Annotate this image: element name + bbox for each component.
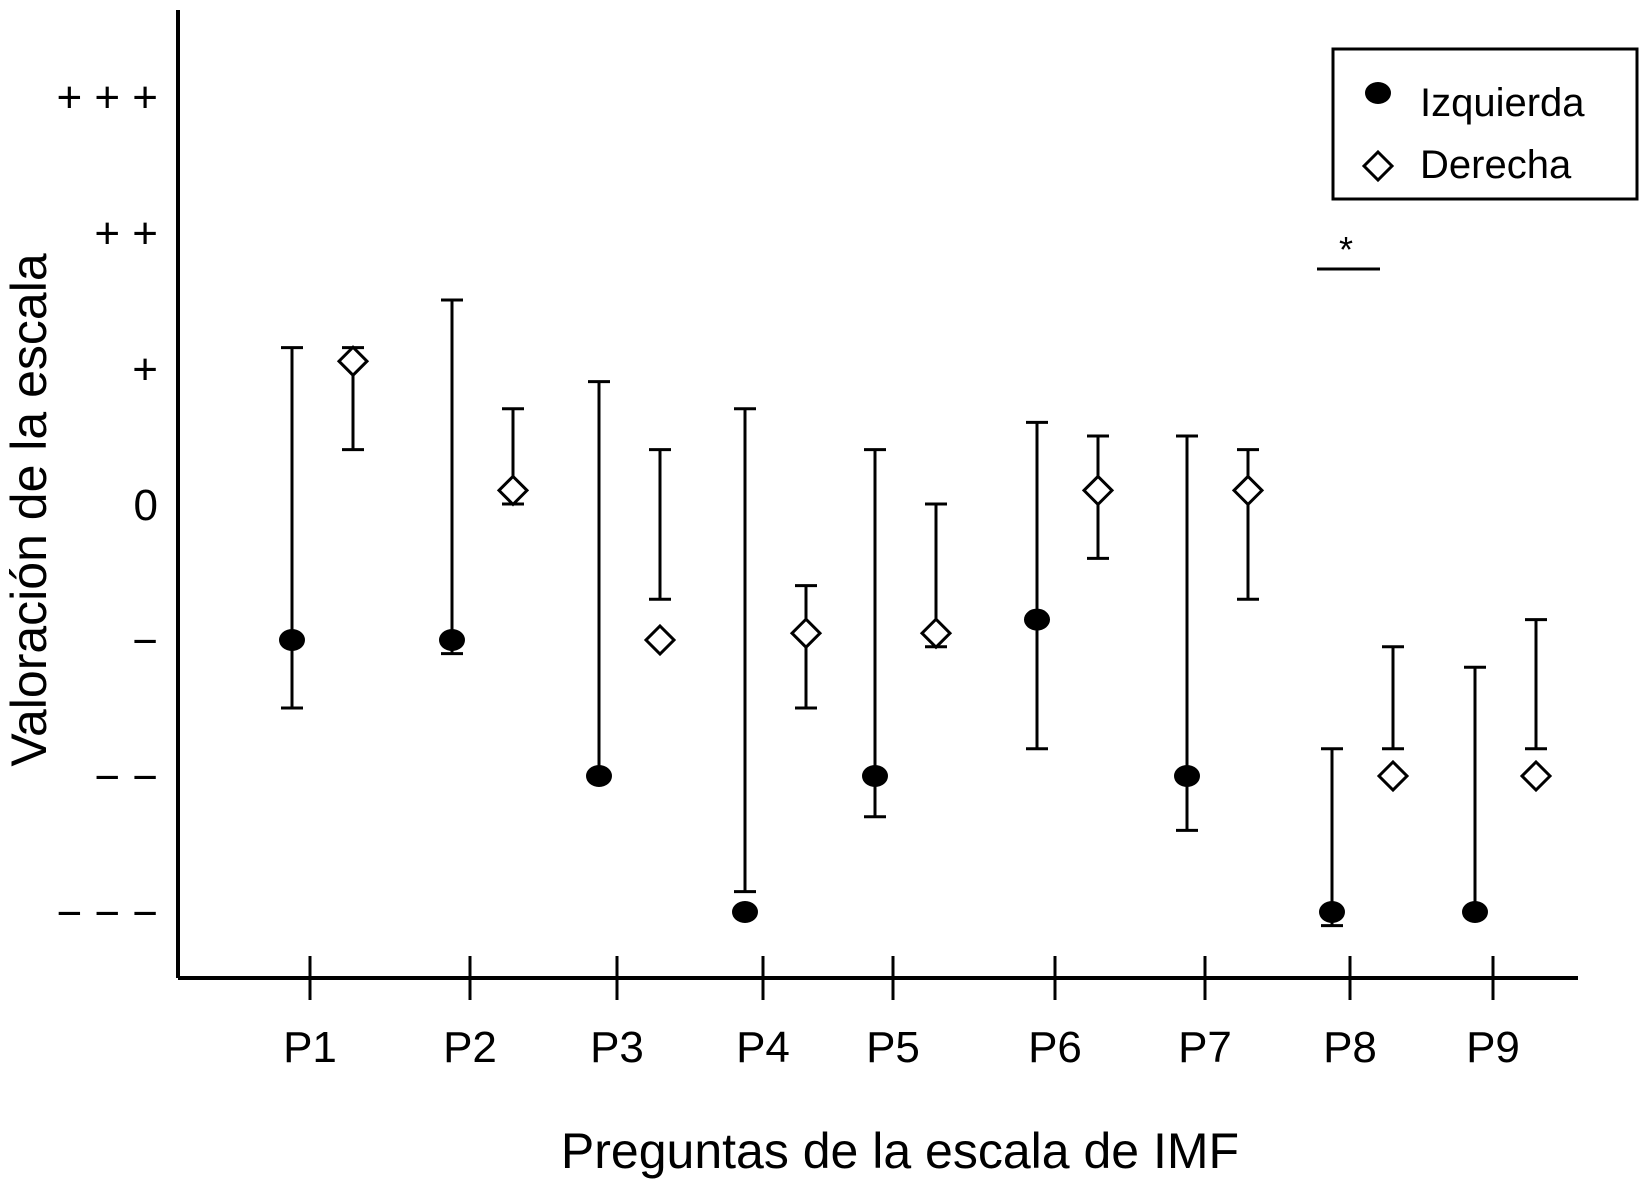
- y-tick-label: 0: [134, 481, 158, 530]
- point-izquierda: [279, 629, 305, 651]
- legend-marker-derecha: [1361, 149, 1395, 183]
- x-tick-labels: P1 P2 P3 P4 P5 P6 P7 P8 P9: [283, 956, 1520, 1072]
- legend-label: Derecha: [1420, 143, 1572, 187]
- y-tick-label: − − −: [56, 889, 158, 938]
- x-tick-label: P1: [283, 1023, 337, 1072]
- point-derecha: [643, 623, 677, 657]
- y-tick-labels: − − − − − − 0 + + + + + +: [56, 73, 158, 938]
- x-tick-label: P8: [1323, 1023, 1377, 1072]
- x-tick-label: P5: [866, 1023, 920, 1072]
- point-izquierda: [586, 765, 612, 787]
- point-derecha: [336, 345, 370, 378]
- point-izquierda: [439, 629, 465, 651]
- point-derecha: [789, 617, 823, 650]
- point-izquierda: [1319, 901, 1345, 923]
- point-derecha: [1376, 759, 1410, 793]
- point-derecha: [1081, 474, 1115, 507]
- point-izquierda: [1174, 765, 1200, 787]
- legend-label: Izquierda: [1420, 81, 1585, 125]
- data-marks: [279, 298, 1553, 928]
- y-tick-label: + + +: [56, 73, 158, 122]
- significance-star: *: [1339, 229, 1353, 270]
- y-tick-label: +: [132, 345, 158, 394]
- legend-marker-izquierda: [1365, 82, 1391, 104]
- y-axis-title: Valoración de la escala: [1, 253, 57, 766]
- x-tick-label: P7: [1178, 1023, 1232, 1072]
- legend: Izquierda Derecha: [1331, 47, 1639, 201]
- point-izquierda: [862, 765, 888, 787]
- annotations: *: [1317, 229, 1380, 271]
- axes: [176, 10, 1578, 980]
- point-izquierda: [1462, 901, 1488, 923]
- x-tick-label: P6: [1028, 1023, 1082, 1072]
- x-tick-label: P4: [736, 1023, 790, 1072]
- y-tick-label: − −: [94, 753, 158, 802]
- x-axis-title: Preguntas de la escala de IMF: [561, 1123, 1239, 1179]
- x-tick-label: P2: [443, 1023, 497, 1072]
- point-derecha: [1231, 474, 1265, 507]
- y-tick-label: + +: [94, 209, 158, 258]
- point-derecha: [496, 474, 530, 507]
- point-izquierda: [732, 901, 758, 923]
- point-izquierda: [1024, 608, 1050, 631]
- x-tick-label: P3: [590, 1023, 644, 1072]
- y-tick-label: −: [132, 617, 158, 666]
- point-derecha: [919, 617, 953, 650]
- x-tick-label: P9: [1466, 1023, 1520, 1072]
- point-derecha: [1519, 759, 1553, 793]
